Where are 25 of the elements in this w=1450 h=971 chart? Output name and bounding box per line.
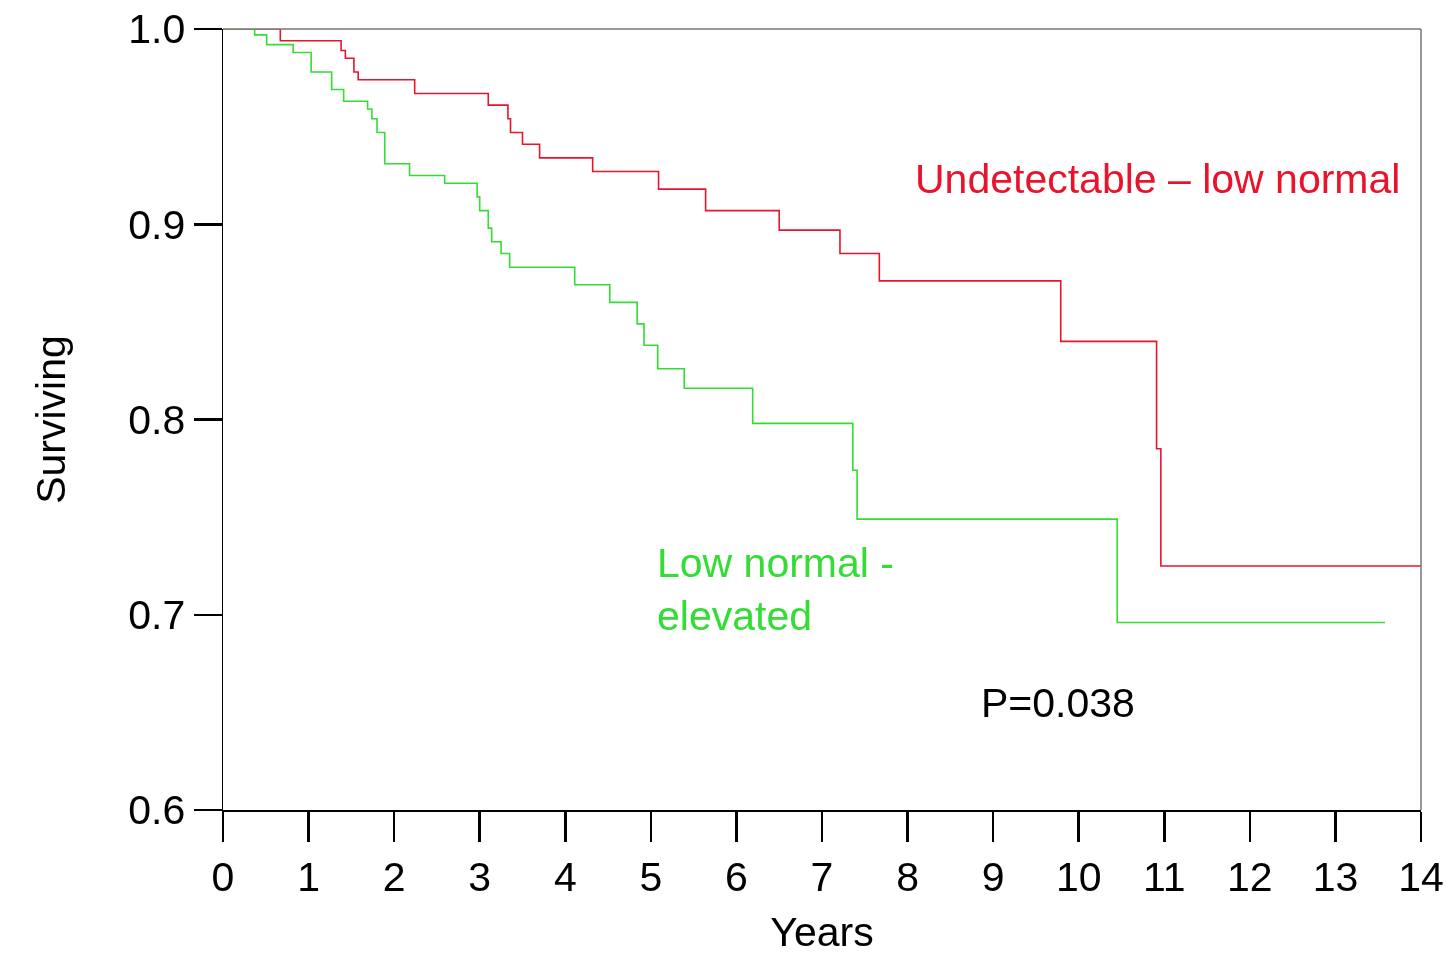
y-axis-title: Surviving <box>27 335 74 504</box>
y-tick-label: 0.8 <box>128 396 186 443</box>
x-tick-label: 11 <box>1143 853 1186 900</box>
x-tick-label: 3 <box>468 853 492 900</box>
annotation: P=0.038 <box>981 680 1135 726</box>
x-tick-label: 14 <box>1398 853 1444 900</box>
x-tick-label: 1 <box>297 853 320 900</box>
x-tick-label: 2 <box>382 853 406 900</box>
x-tick-label: 10 <box>1055 853 1102 900</box>
x-tick-label: 5 <box>639 853 663 900</box>
x-tick-label: 13 <box>1312 853 1359 900</box>
x-tick-label: 4 <box>553 853 577 900</box>
y-tick-label: 0.6 <box>128 787 186 834</box>
x-tick-label: 12 <box>1227 853 1273 900</box>
x-tick-label: 0 <box>211 853 235 900</box>
x-tick-label: 8 <box>896 853 919 900</box>
y-tick-label: 0.9 <box>128 201 186 248</box>
x-axis-title: Years <box>770 908 874 955</box>
series-label: Low normal - elevated <box>657 540 894 640</box>
series-label: Undetectable – low normal <box>915 156 1401 202</box>
x-tick-label: 9 <box>981 853 1005 900</box>
y-tick-label: 0.7 <box>128 592 186 639</box>
x-tick-label: 7 <box>810 853 834 900</box>
x-tick-label: 6 <box>725 853 748 900</box>
y-tick-label: 1.0 <box>128 6 186 53</box>
